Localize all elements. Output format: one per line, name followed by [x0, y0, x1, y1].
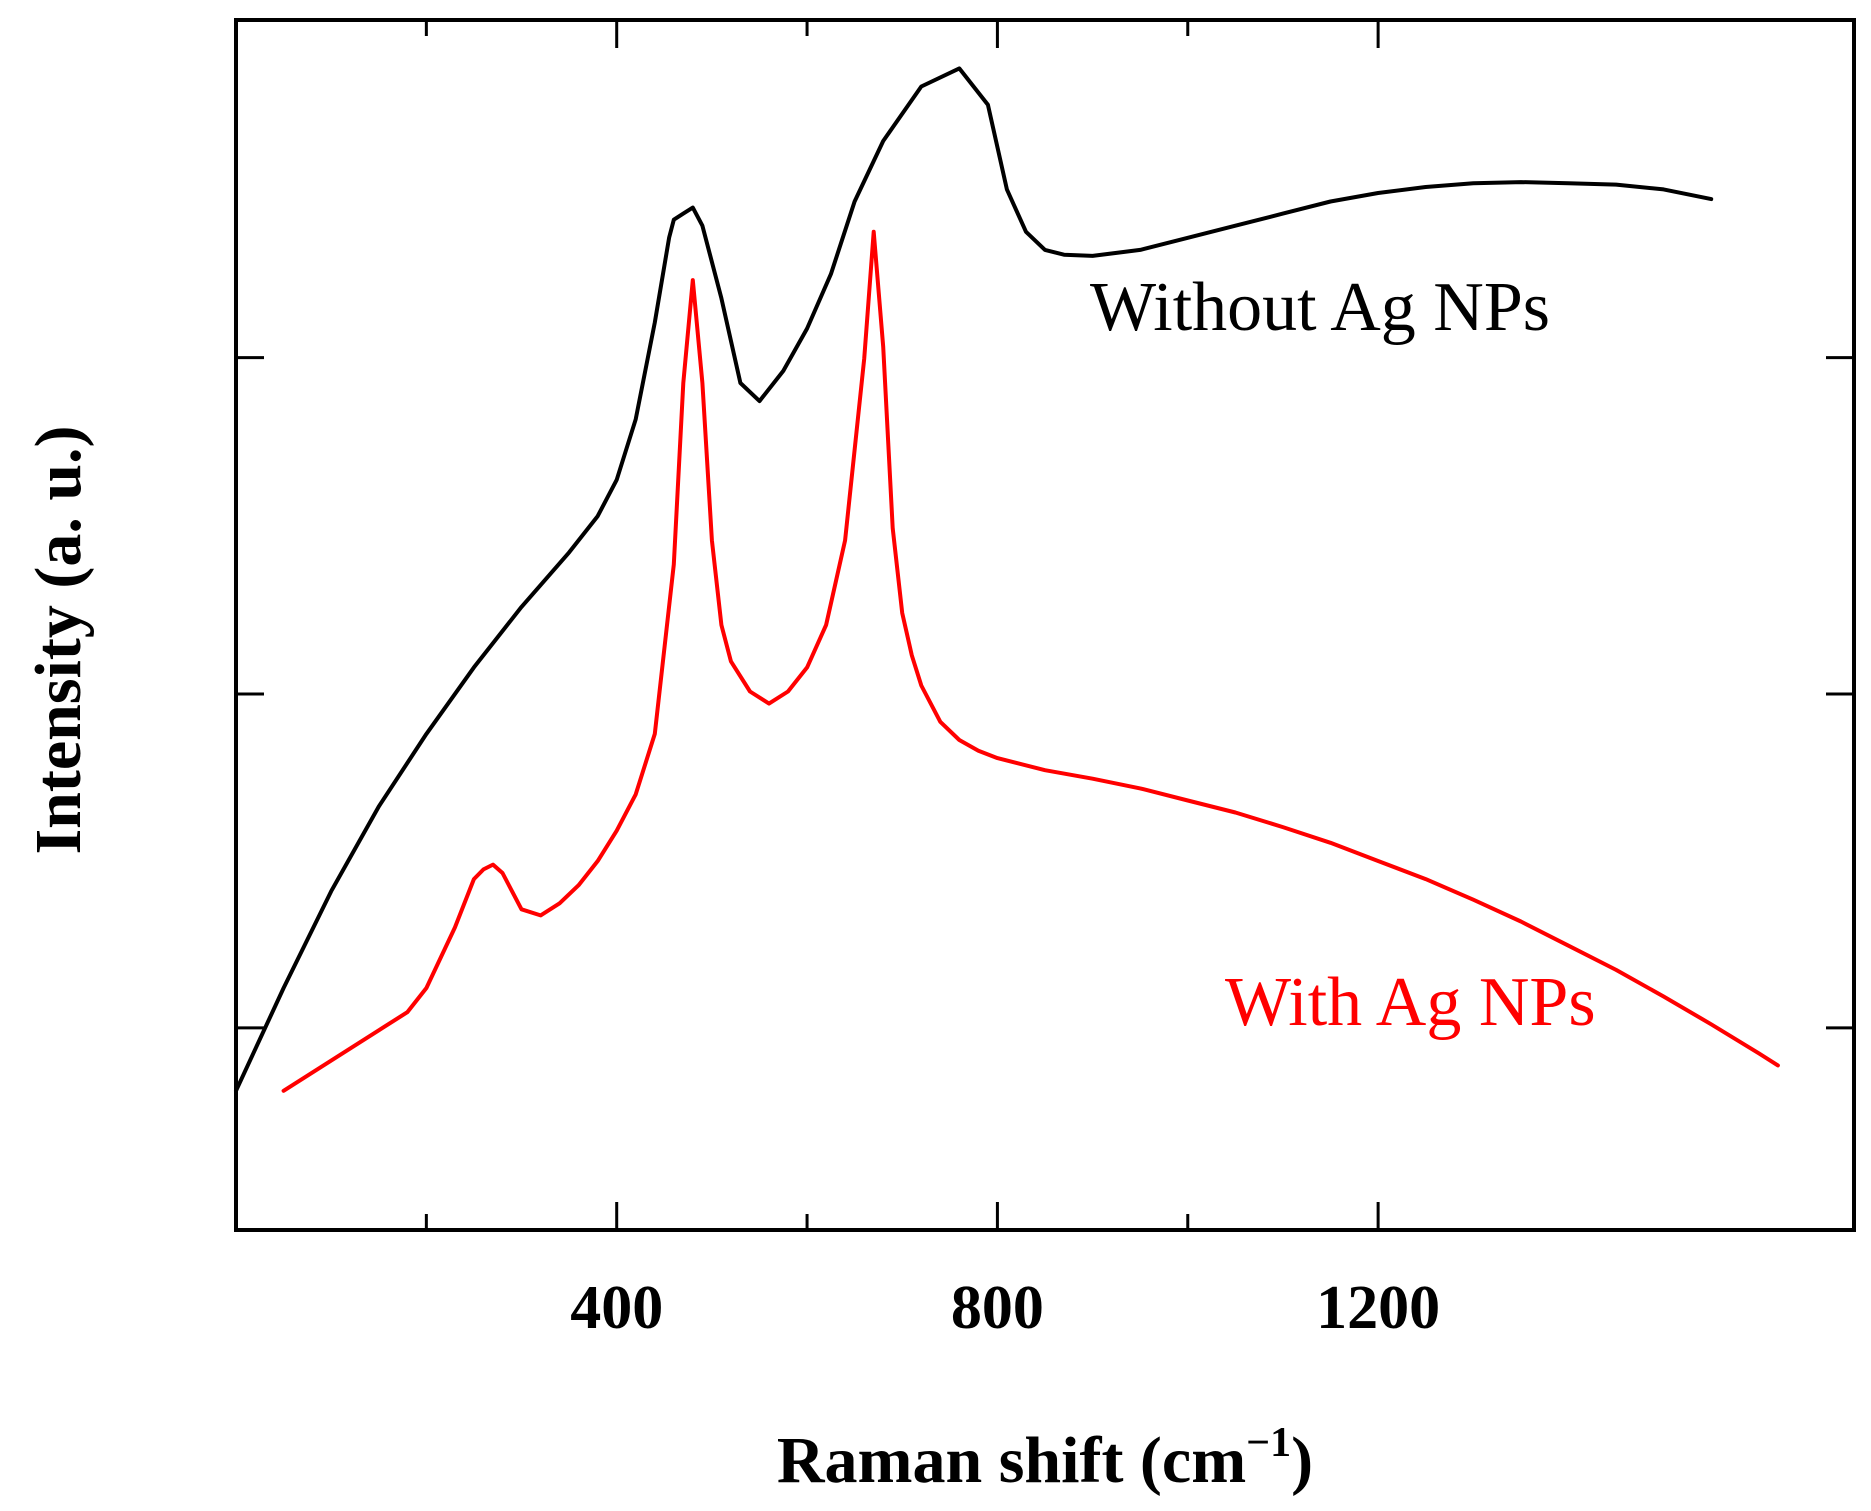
x-tick-label: 800: [951, 1274, 1044, 1342]
x-tick-label: 400: [570, 1274, 663, 1342]
y-axis-title: Intensity (a. u.): [22, 425, 95, 854]
axis-ticks: [236, 20, 1854, 1230]
series-lines: [234, 66, 1780, 1093]
x-axis-title-superscript: −1: [1246, 1420, 1291, 1466]
x-axis-title-main: Raman shift (cm: [777, 1424, 1246, 1497]
x-tick-labels: 400 800 1200: [570, 1274, 1440, 1342]
line-with-ag-nps: [281, 229, 1780, 1093]
x-axis-title: Raman shift (cm−1): [777, 1420, 1313, 1497]
label-with-ag-nps: With Ag NPs: [1225, 964, 1596, 1041]
x-axis-title-close: ): [1291, 1424, 1313, 1497]
plot-frame: [234, 18, 1856, 1232]
line-without-ag-nps: [234, 66, 1714, 1093]
label-without-ag-nps: Without Ag NPs: [1090, 269, 1550, 346]
x-tick-label: 1200: [1316, 1274, 1440, 1342]
